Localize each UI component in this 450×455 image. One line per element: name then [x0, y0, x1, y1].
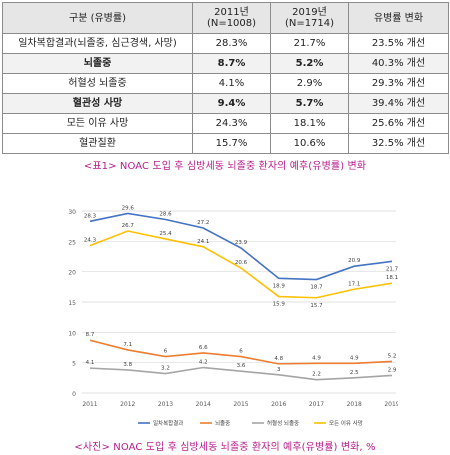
value-2011: 24.3% [192, 113, 271, 134]
data-label: 4.8 [274, 356, 283, 362]
table-row: 혈관질환 15.7% 10.6% 32.5% 개선 [2, 133, 449, 154]
data-label: 28.6 [159, 211, 172, 217]
series-line-1 [89, 339, 393, 365]
data-label: 25.4 [159, 231, 172, 237]
value-2011: 4.1% [192, 73, 271, 94]
value-change: 40.3% 개선 [348, 53, 449, 74]
row-label: 일차복합결과(뇌졸중, 심근경색, 사망) [2, 33, 193, 54]
data-label: 20.9 [348, 258, 361, 264]
header-change: 유병률 변화 [348, 2, 449, 34]
value-2019: 18.1% [270, 113, 349, 134]
y-tick-label: 25 [68, 239, 76, 246]
value-change: 23.5% 개선 [348, 33, 449, 54]
value-2011: 28.3% [192, 33, 271, 54]
data-label: 6 [239, 349, 243, 355]
table-row: 뇌졸중 8.7% 5.2% 40.3% 개선 [2, 53, 449, 74]
y-tick-label: 10 [68, 330, 76, 337]
table-row: 모든 이유 사망 24.3% 18.1% 25.6% 개선 [2, 113, 449, 134]
data-label: 2.5 [350, 370, 359, 376]
x-tick-label: 2018 [347, 401, 362, 408]
data-label: 29.6 [122, 205, 135, 211]
data-label: 8.7 [86, 332, 95, 338]
row-label: 뇌졸중 [2, 53, 193, 74]
table-caption: <표1> NOAC 도입 후 심방세동 뇌졸중 환자의 예후(유병률) 변화 [83, 161, 367, 172]
x-tick-label: 2015 [233, 401, 248, 408]
x-tick-label: 2017 [309, 401, 324, 408]
value-change: 39.4% 개선 [348, 93, 449, 114]
table-row: 혈관성 사망 9.4% 5.7% 39.4% 개선 [2, 93, 449, 114]
header-category: 구분 (유병률) [2, 2, 193, 34]
data-label: 23.9 [235, 240, 248, 246]
data-label: 3.2 [161, 366, 170, 372]
x-tick-label: 2014 [196, 401, 211, 408]
y-tick-label: 20 [68, 270, 76, 277]
header-2019: 2019년 (N=1714) [270, 2, 349, 34]
data-label: 27.2 [197, 220, 209, 226]
data-label: 15.9 [273, 302, 286, 308]
series-line-2 [89, 366, 393, 381]
y-tick-label: 15 [68, 300, 76, 307]
data-label: 6.6 [199, 345, 208, 351]
series-line-3 [89, 230, 393, 299]
data-label: 4.2 [199, 360, 208, 366]
data-label: 18.1 [386, 275, 398, 281]
data-label: 24.3 [84, 238, 97, 244]
x-tick-label: 2012 [120, 401, 135, 408]
y-tick-label: 0 [72, 391, 76, 398]
header-2011: 2011년 (N=1008) [192, 2, 271, 34]
data-label: 3.8 [123, 362, 132, 368]
value-change: 32.5% 개선 [348, 133, 449, 154]
value-2011: 15.7% [192, 133, 271, 154]
data-label: 5.2 [388, 353, 397, 359]
value-2011: 8.7% [192, 53, 271, 74]
prognosis-line-chart: 0 5 10 15 20 25 30 2011 2012 2013 2014 2015 2016 2017… [68, 205, 398, 427]
table-header-row: 구분 (유병률) 2011년 (N=1008) 2019년 (N=1714) 유… [2, 2, 449, 34]
table-row: 허혈성 뇌졸중 4.1% 2.9% 29.3% 개선 [2, 73, 449, 94]
data-label: 18.9 [273, 283, 286, 289]
value-change: 29.3% 개선 [348, 73, 449, 94]
y-tick-label: 30 [68, 209, 76, 216]
value-2019: 10.6% [270, 133, 349, 154]
data-label: 24.1 [197, 239, 209, 245]
value-2019: 2.9% [270, 73, 349, 94]
x-tick-label: 2013 [158, 401, 173, 408]
y-tick-label: 5 [72, 361, 76, 368]
data-label: 2.9 [388, 367, 397, 373]
data-label: 20.6 [235, 260, 248, 266]
x-tick-label: 2011 [82, 401, 97, 408]
outcomes-table: 구분 (유병률) 2011년 (N=1008) 2019년 (N=1714) 유… [2, 2, 449, 154]
table-row: 일차복합결과(뇌졸중, 심근경색, 사망) 28.3% 21.7% 23.5% 개선 [2, 33, 449, 54]
data-label: 15.7 [310, 303, 323, 309]
row-label: 혈관성 사망 [2, 93, 193, 114]
data-label: 21.7 [386, 266, 398, 272]
value-2019: 21.7% [270, 33, 349, 54]
data-label: 2.2 [312, 372, 321, 378]
data-label: 3 [277, 367, 281, 373]
data-label: 26.7 [122, 223, 135, 229]
data-label: 7.1 [123, 342, 132, 348]
row-label: 모든 이유 사망 [2, 113, 193, 134]
chart-caption: <사진> NOAC 도입 후 심방세동 뇌졸중 환자의 예후(유병률) 변화, … [74, 442, 376, 453]
x-tick-label: 2016 [271, 401, 286, 408]
legend-label: 뇌졸중 [215, 419, 230, 427]
row-label: 혈관질환 [2, 133, 193, 154]
value-2011: 9.4% [192, 93, 271, 114]
legend-label: 허혈성 뇌졸중 [267, 419, 299, 427]
series-line-0 [89, 212, 393, 281]
data-label: 4.1 [86, 360, 95, 366]
data-label: 6 [164, 349, 168, 355]
row-label: 허혈성 뇌졸중 [2, 73, 193, 94]
legend-label: 모든 이유 사망 [329, 419, 363, 427]
data-label: 18.7 [310, 285, 323, 291]
data-label: 28.3 [84, 213, 97, 219]
data-label: 4.9 [350, 355, 359, 361]
value-change: 25.6% 개선 [348, 113, 449, 134]
data-label: 3.6 [237, 363, 246, 369]
value-2019: 5.7% [270, 93, 349, 114]
data-label: 17.1 [348, 281, 360, 287]
data-label: 4.9 [312, 355, 321, 361]
value-2019: 5.2% [270, 53, 349, 74]
legend-label: 일차복합결과 [153, 419, 183, 427]
x-tick-label: 2019 [384, 401, 398, 408]
